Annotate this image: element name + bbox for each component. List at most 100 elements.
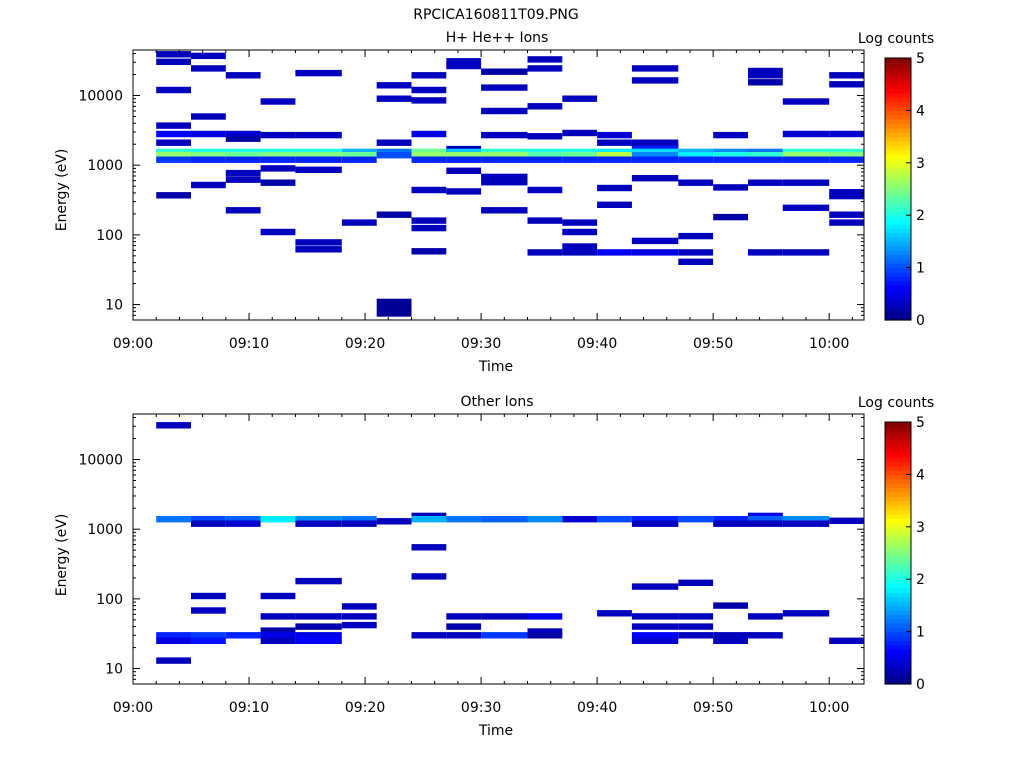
heatmap-cell — [713, 152, 748, 159]
colorbar-swatch — [885, 223, 911, 229]
x-tick-label: 09:20 — [345, 336, 385, 352]
heatmap-cell — [376, 82, 412, 89]
heatmap-cell — [260, 98, 296, 105]
heatmap-cell — [376, 95, 412, 102]
heatmap-cell — [295, 69, 342, 77]
heatmap-cell — [260, 592, 296, 600]
heatmap-cell — [527, 103, 563, 110]
colorbar-swatch — [885, 127, 911, 133]
heatmap-cell — [631, 516, 679, 523]
colorbar-swatch — [885, 548, 911, 554]
heatmap-cell — [191, 156, 226, 163]
colorbar-label: Log counts — [858, 31, 934, 47]
heatmap-cell — [341, 621, 377, 629]
x-tick-label: 09:50 — [693, 336, 733, 352]
heatmap-cell — [678, 152, 714, 159]
colorbar-swatch — [885, 132, 911, 138]
heatmap-cell — [156, 139, 191, 146]
heatmap-cell — [191, 607, 226, 614]
heatmap-cell — [527, 56, 563, 63]
heatmap-cell — [562, 219, 598, 226]
colorbar-swatch — [885, 206, 911, 212]
colorbar-swatch — [885, 189, 911, 194]
colorbar-swatch — [885, 241, 911, 247]
colorbar-swatch — [885, 84, 911, 90]
heatmap-cell — [527, 65, 563, 72]
heatmap-cell — [481, 632, 528, 639]
colorbar-swatch — [885, 500, 911, 506]
colorbar-swatch — [885, 175, 911, 181]
colorbar-swatch — [885, 640, 911, 646]
heatmap-cell — [341, 219, 377, 226]
heatmap-cell — [748, 516, 783, 523]
heatmap-cell — [597, 131, 632, 139]
y-tick-label: 10 — [105, 662, 123, 678]
colorbar-swatch — [885, 461, 911, 467]
colorbar-swatch — [885, 513, 911, 519]
heatmap-cell — [411, 130, 447, 138]
colorbar-tick-label: 3 — [916, 520, 925, 536]
colorbar-swatch — [885, 470, 911, 475]
colorbar-frame — [884, 421, 912, 685]
colorbar-swatch — [885, 657, 911, 663]
heatmap-cell — [748, 148, 783, 156]
colorbar-swatch — [885, 526, 911, 532]
colorbar-swatch — [885, 119, 911, 125]
heatmap-cell — [597, 139, 632, 146]
colorbar-swatch — [885, 439, 911, 445]
heatmap-cell — [446, 152, 482, 159]
colorbar-swatch — [885, 171, 911, 177]
colorbar-swatch — [885, 675, 911, 681]
colorbar-swatch — [885, 66, 911, 72]
heatmap-cell — [748, 632, 783, 639]
colorbar-swatch — [885, 587, 911, 593]
colorbar-swatch — [885, 592, 911, 598]
colorbar-swatch — [885, 443, 911, 449]
heatmap-cell — [156, 148, 191, 156]
colorbar-swatch — [885, 666, 911, 672]
heatmap-cell — [562, 243, 598, 250]
colorbar-swatch — [885, 197, 911, 203]
colorbar-swatch — [885, 609, 911, 615]
heatmap-cell — [782, 204, 830, 211]
colorbar-swatch — [885, 474, 911, 480]
x-tick-label: 09:00 — [113, 336, 153, 352]
heatmap-cell — [341, 148, 377, 156]
heatmap-cell — [156, 51, 191, 58]
heatmap-cell — [295, 623, 342, 630]
heatmap-cell — [713, 148, 748, 156]
heatmap-cell — [597, 249, 632, 256]
heatmap-cell — [376, 152, 412, 159]
heatmap-cell — [748, 512, 783, 520]
colorbar-swatch — [885, 491, 911, 497]
heatmap-cell — [829, 81, 864, 88]
colorbar-swatch — [885, 184, 911, 190]
colorbar-swatch — [885, 237, 911, 242]
y-tick-label: 10000 — [78, 89, 123, 105]
heatmap-cell — [829, 130, 864, 138]
heatmap-cell — [191, 65, 226, 72]
heatmap-cell — [481, 207, 528, 214]
heatmap-cell — [481, 516, 528, 523]
colorbar-swatch — [885, 180, 911, 186]
heatmap-cell — [225, 72, 261, 79]
heatmap-cell — [156, 130, 191, 138]
colorbar-swatch — [885, 167, 911, 173]
panel-title: Other Ions — [460, 394, 533, 410]
heatmap-cell — [631, 152, 679, 159]
heatmap-cell — [829, 219, 864, 226]
colorbar-swatch — [885, 250, 911, 256]
colorbar-swatch — [885, 452, 911, 458]
heatmap-cell — [156, 152, 191, 159]
heatmap-cell — [446, 167, 482, 174]
colorbar-swatch — [885, 478, 911, 484]
x-tick-label: 09:40 — [577, 336, 617, 352]
x-tick-label: 09:30 — [461, 336, 501, 352]
heatmap-cell — [156, 657, 191, 664]
panel-other-ions: Other Ions Log counts Time Energy (eV) 0… — [54, 394, 934, 739]
y-tick-label: 100 — [96, 592, 123, 608]
colorbar-tick-label: 2 — [916, 208, 925, 224]
heatmap-cell — [481, 107, 528, 115]
x-tick-label: 09:10 — [229, 700, 269, 716]
y-tick-label: 1000 — [87, 522, 123, 538]
